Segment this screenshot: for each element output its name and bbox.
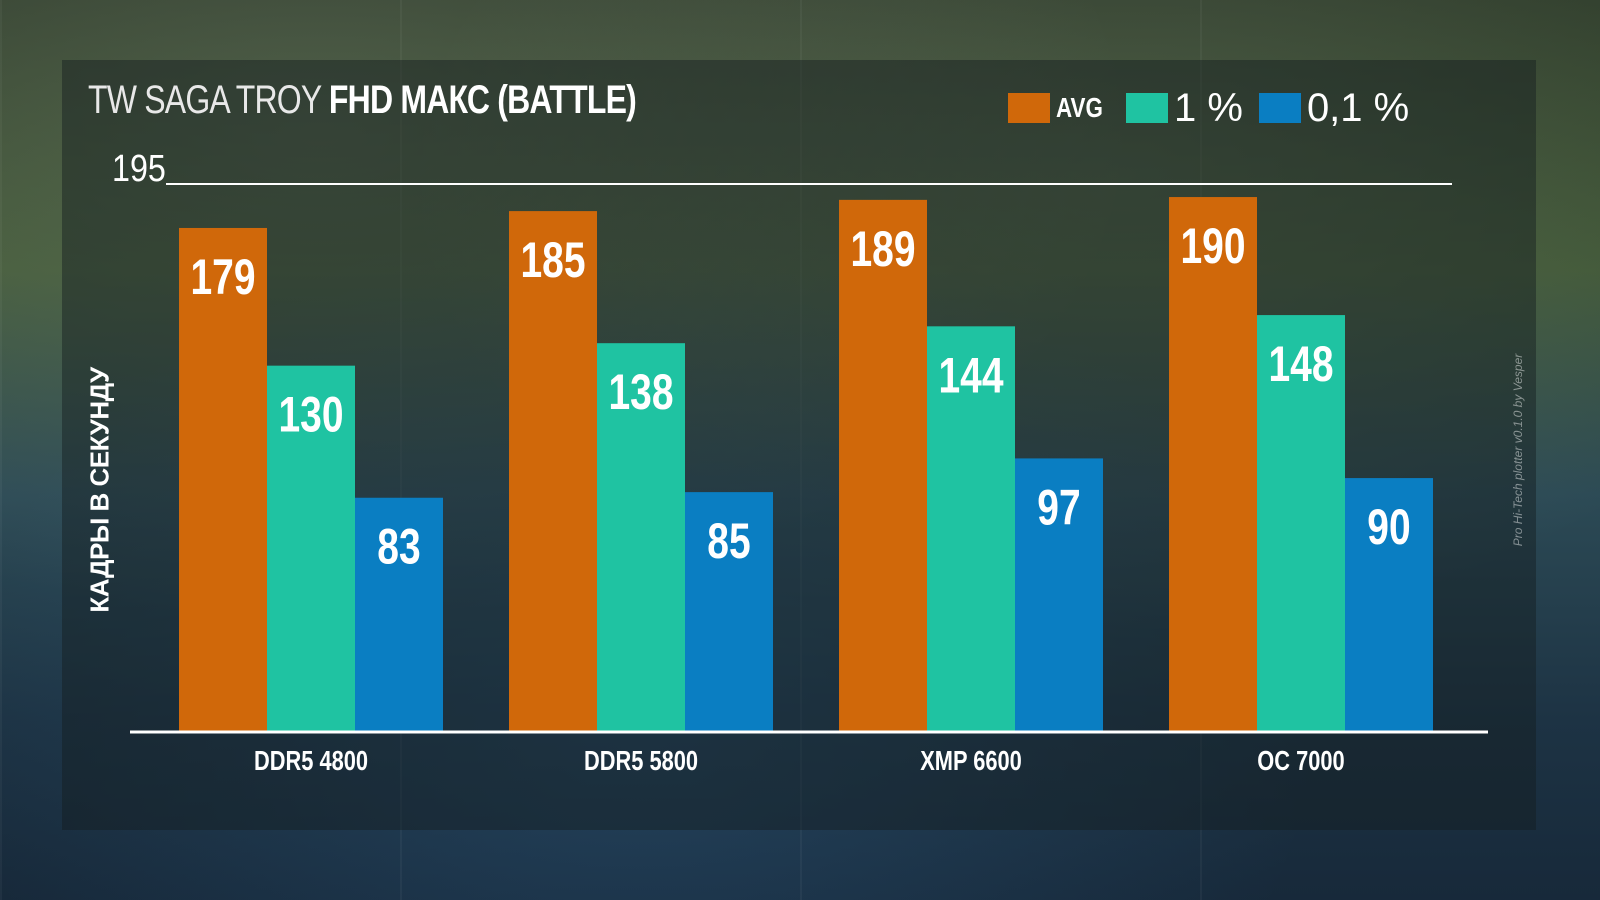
bar-value-label: 185: [520, 231, 585, 288]
legend-swatch-01pct: [1258, 93, 1301, 123]
bar-1-2: [685, 492, 773, 731]
category-label: DDR5 4800: [254, 745, 368, 776]
chart-title: TW SAGA TROY FHD МАКС (BATTLE): [88, 78, 637, 123]
bar-0-1: [267, 365, 355, 731]
chart-title-settings: FHD МАКС (BATTLE): [328, 78, 637, 122]
bar-value-label: 85: [707, 512, 750, 569]
bar-value-label: 190: [1180, 217, 1245, 274]
category-label: XMP 6600: [920, 745, 1022, 776]
bar-2-2: [1015, 458, 1103, 731]
bar-1-0: [509, 211, 597, 732]
category-label: OC 7000: [1257, 745, 1344, 776]
bar-2-1: [927, 326, 1015, 731]
bar-0-0: [179, 227, 267, 731]
bar-3-2: [1345, 478, 1433, 731]
legend-label-1pct: 1 %: [1174, 85, 1243, 130]
legend-item-01pct: 0,1 %: [1258, 85, 1410, 131]
category-label: DDR5 5800: [584, 745, 698, 776]
bar-value-label: 90: [1367, 498, 1410, 555]
legend-item-1pct: 1 %: [1126, 86, 1243, 131]
bar-value-label: 83: [377, 518, 420, 575]
legend-label-avg: AVG: [1056, 92, 1103, 123]
bar-value-label: 144: [938, 347, 1003, 404]
bar-value-label: 148: [1268, 335, 1333, 392]
bar-3-0: [1169, 197, 1257, 732]
y-tick-label: 195: [112, 148, 166, 190]
bar-2-0: [839, 199, 927, 731]
bar-1-1: [597, 343, 685, 731]
bar-value-label: 179: [190, 248, 255, 305]
legend: AVG 1 % 0,1 %: [1008, 86, 1425, 130]
bar-3-1: [1257, 315, 1345, 731]
legend-swatch-avg: [1008, 93, 1050, 123]
legend-item-avg: AVG: [1008, 92, 1110, 124]
chart-title-game: TW SAGA TROY: [88, 78, 322, 122]
bar-value-label: 130: [278, 386, 343, 443]
legend-swatch-1pct: [1126, 93, 1168, 123]
bar-0-2: [355, 497, 443, 731]
bar-value-label: 189: [850, 220, 915, 277]
bar-value-label: 138: [608, 363, 673, 420]
legend-label-01pct: 0,1 %: [1306, 85, 1410, 130]
bar-value-label: 97: [1037, 479, 1080, 536]
